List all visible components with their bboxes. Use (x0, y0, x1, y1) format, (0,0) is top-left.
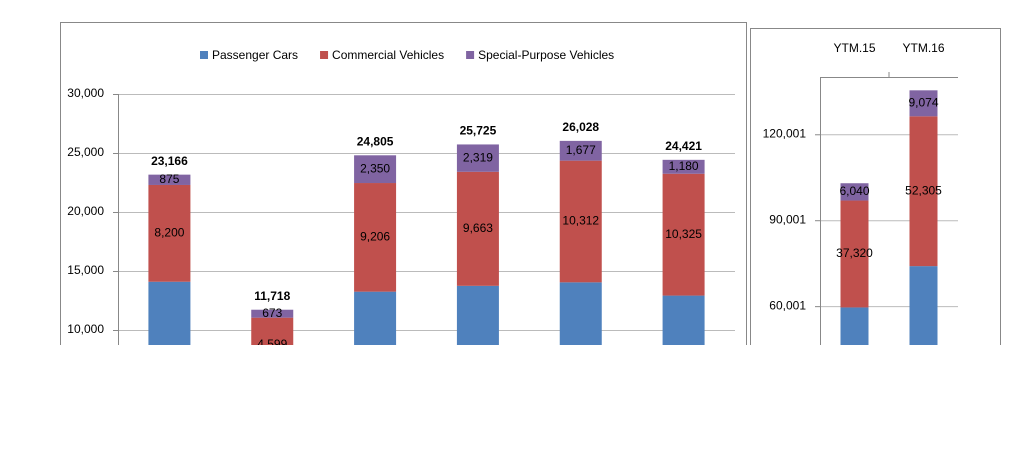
y-tick-label: 15,000 (67, 263, 104, 277)
panel-border (750, 28, 1001, 345)
legend-label: Special-Purpose Vehicles (478, 48, 614, 62)
value-label: 4,599 (257, 337, 287, 351)
bar-segment (354, 155, 397, 184)
value-label: 37,320 (836, 246, 873, 260)
value-label: 9,663 (463, 221, 493, 235)
legend-swatch (466, 51, 475, 59)
bar-segment (148, 281, 191, 345)
value-label: 52,305 (905, 183, 942, 197)
total-label: 25,725 (460, 124, 497, 138)
bar-segment (456, 144, 499, 172)
value-label: 10,325 (665, 227, 702, 241)
total-label: 24,421 (665, 139, 702, 153)
value-label: 2,350 (360, 161, 390, 175)
bar-segment (148, 174, 191, 185)
value-label: 9,206 (360, 230, 390, 244)
bar-segment (251, 317, 294, 345)
total-label: 11,718 (254, 289, 290, 303)
value-label: 10,312 (562, 214, 599, 228)
bar-segment (251, 372, 293, 448)
bar-segment (354, 183, 397, 292)
legend-swatch (200, 51, 208, 59)
bar-segment (456, 285, 499, 345)
x-tick-label: YTM.16 (902, 41, 944, 55)
bar-segment (840, 183, 869, 201)
value-label: 2,319 (463, 150, 493, 164)
bar-segment (559, 160, 602, 283)
y-tick-label: 25,000 (67, 145, 104, 159)
bar-segment (840, 200, 869, 308)
value-label: 1,677 (566, 143, 596, 157)
y-tick-label: 90,001 (769, 212, 806, 226)
y-tick-label: 20,000 (67, 204, 104, 218)
value-label: 9,074 (908, 95, 938, 109)
total-label: 23,166 (151, 154, 188, 168)
bar-segment (909, 90, 938, 117)
legend-label: Commercial Vehicles (332, 48, 444, 62)
bar-segment (148, 184, 191, 282)
bar-segment (559, 282, 602, 345)
bar-segment (662, 159, 705, 174)
legend: Passenger Cars Commercial Vehicles Special… (200, 48, 614, 62)
x-tick-label: YTM.15 (833, 41, 875, 55)
value-label: 673 (262, 306, 282, 320)
bar-segment (909, 266, 938, 345)
bar-segment (840, 307, 869, 345)
y-tick-label: 120,001 (763, 126, 807, 140)
y-tick-label: 10,000 (67, 322, 104, 336)
chart-left: 10,000 15,000 20,000 25,000 30,000 Passenger … (67, 48, 735, 448)
bar-segment (251, 309, 294, 318)
value-label: 1,180 (669, 159, 699, 173)
chart-right: 60,001 90,001 120,001 YTM.15 37,320 6,040 YTM.… (763, 41, 958, 345)
bar-segment (662, 173, 705, 296)
legend-label: Passenger Cars (212, 48, 298, 62)
bar-segment (662, 295, 705, 345)
total-label: 26,028 (562, 120, 599, 134)
y-tick-label: 30,000 (67, 86, 104, 100)
value-label: 875 (159, 172, 179, 186)
bar-segment (354, 291, 397, 345)
value-label: 8,200 (154, 226, 184, 240)
value-label: 6,040 (839, 184, 869, 198)
bar-segment (559, 140, 602, 161)
y-tick-label: 60,001 (769, 298, 806, 312)
total-label: 24,805 (357, 134, 394, 148)
bar-segment (456, 171, 499, 286)
bar-segment (909, 116, 938, 267)
panel-border (60, 22, 747, 345)
legend-swatch (320, 51, 329, 59)
